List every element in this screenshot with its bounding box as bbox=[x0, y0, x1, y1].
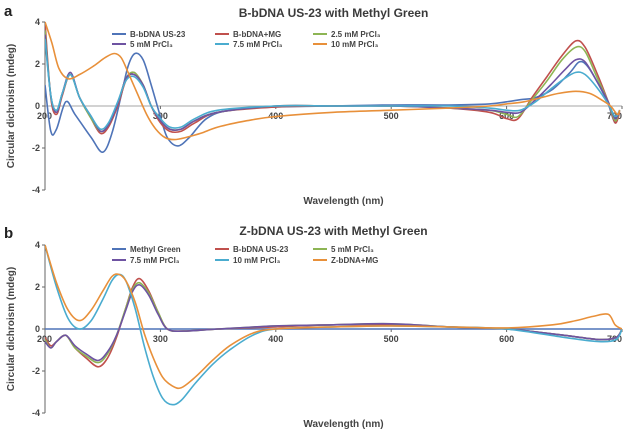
legend-label: B-bDNA+MG bbox=[233, 30, 281, 39]
legend-label: B-bDNA US-23 bbox=[233, 245, 289, 254]
chart-title: B-bDNA US-23 with Methyl Green bbox=[239, 6, 429, 20]
legend-label: 7.5 mM PrCl₃ bbox=[130, 256, 180, 265]
x-tick-label: 700 bbox=[607, 334, 622, 344]
y-axis-label: Circular dichroism (mdeg) bbox=[6, 44, 17, 168]
y-tick-label: 2 bbox=[35, 282, 40, 292]
panel-label: b bbox=[4, 225, 13, 242]
legend-item: 7.5 mM PrCl₃ bbox=[112, 256, 180, 265]
y-axis-label: Circular dichroism (mdeg) bbox=[6, 267, 17, 391]
x-tick-label: 300 bbox=[153, 334, 168, 344]
y-tick-label: 0 bbox=[35, 324, 40, 334]
legend-label: 5 mM PrCl₃ bbox=[331, 245, 374, 254]
legend-label: 2.5 mM PrCl₃ bbox=[331, 30, 381, 39]
y-tick-label: -4 bbox=[32, 185, 40, 195]
legend-item: 10 mM PrCl₃ bbox=[215, 256, 281, 265]
series-line-6 bbox=[45, 244, 622, 390]
series-line-4 bbox=[45, 34, 621, 133]
series-line-1 bbox=[45, 52, 621, 153]
legend: B-bDNA US-23 B-bDNA+MG 2.5 mM PrCl₃ 5 mM Pr… bbox=[112, 30, 381, 49]
x-axis-label: Wavelength (nm) bbox=[303, 419, 383, 429]
series-lines bbox=[45, 21, 621, 153]
y-tick-label: 0 bbox=[35, 101, 40, 111]
y-tick-label: 4 bbox=[35, 240, 40, 250]
y-tick-label: 2 bbox=[35, 59, 40, 69]
legend-item: B-bDNA US-23 bbox=[112, 30, 186, 39]
series-line-6 bbox=[45, 21, 621, 141]
chart-panel-a: a B-bDNA US-23 with Methyl Green -4 -2 0 2 4 20… bbox=[4, 3, 623, 207]
legend-label: 5 mM PrCl₃ bbox=[130, 40, 173, 49]
legend-item: Methyl Green bbox=[112, 245, 181, 254]
legend-label: Methyl Green bbox=[130, 245, 181, 254]
legend-item: 7.5 mM PrCl₃ bbox=[215, 40, 283, 49]
chart-panel-b: b Z-bDNA US-23 with Methyl Green -4 -2 0 2 4 20… bbox=[4, 224, 623, 429]
legend-label: 10 mM PrCl₃ bbox=[233, 256, 281, 265]
y-tick-label: -4 bbox=[32, 408, 40, 418]
legend-label: B-bDNA US-23 bbox=[130, 30, 186, 39]
x-tick-label: 500 bbox=[384, 334, 399, 344]
legend-label: 10 mM PrCl₃ bbox=[331, 40, 379, 49]
y-tick-label: 4 bbox=[35, 17, 40, 27]
x-tick-label: 500 bbox=[384, 111, 399, 121]
x-axis-label: Wavelength (nm) bbox=[303, 196, 383, 207]
legend-item: 5 mM PrCl₃ bbox=[313, 245, 374, 254]
legend-item: 10 mM PrCl₃ bbox=[313, 40, 379, 49]
y-tick-label: -2 bbox=[32, 366, 40, 376]
x-tick-label: 200 bbox=[37, 334, 52, 344]
chart-title: Z-bDNA US-23 with Methyl Green bbox=[239, 224, 427, 238]
x-tick-label: 200 bbox=[37, 111, 52, 121]
x-tick-label: 400 bbox=[268, 334, 283, 344]
y-tick-label: -2 bbox=[32, 143, 40, 153]
legend-label: Z-bDNA+MG bbox=[331, 256, 378, 265]
legend-item: B-bDNA US-23 bbox=[215, 245, 289, 254]
x-tick-label: 600 bbox=[499, 334, 514, 344]
legend-label: 7.5 mM PrCl₃ bbox=[233, 40, 283, 49]
x-tick-label: 600 bbox=[499, 111, 514, 121]
series-line-5 bbox=[45, 38, 621, 131]
legend-item: 5 mM PrCl₃ bbox=[112, 40, 173, 49]
legend-item: B-bDNA+MG bbox=[215, 30, 281, 39]
legend-item: 2.5 mM PrCl₃ bbox=[313, 30, 381, 39]
legend-item: Z-bDNA+MG bbox=[313, 256, 378, 265]
legend: Methyl Green B-bDNA US-23 5 mM PrCl₃ 7.5 mM… bbox=[112, 245, 378, 265]
series-lines bbox=[45, 244, 622, 406]
panel-label: a bbox=[4, 3, 13, 20]
